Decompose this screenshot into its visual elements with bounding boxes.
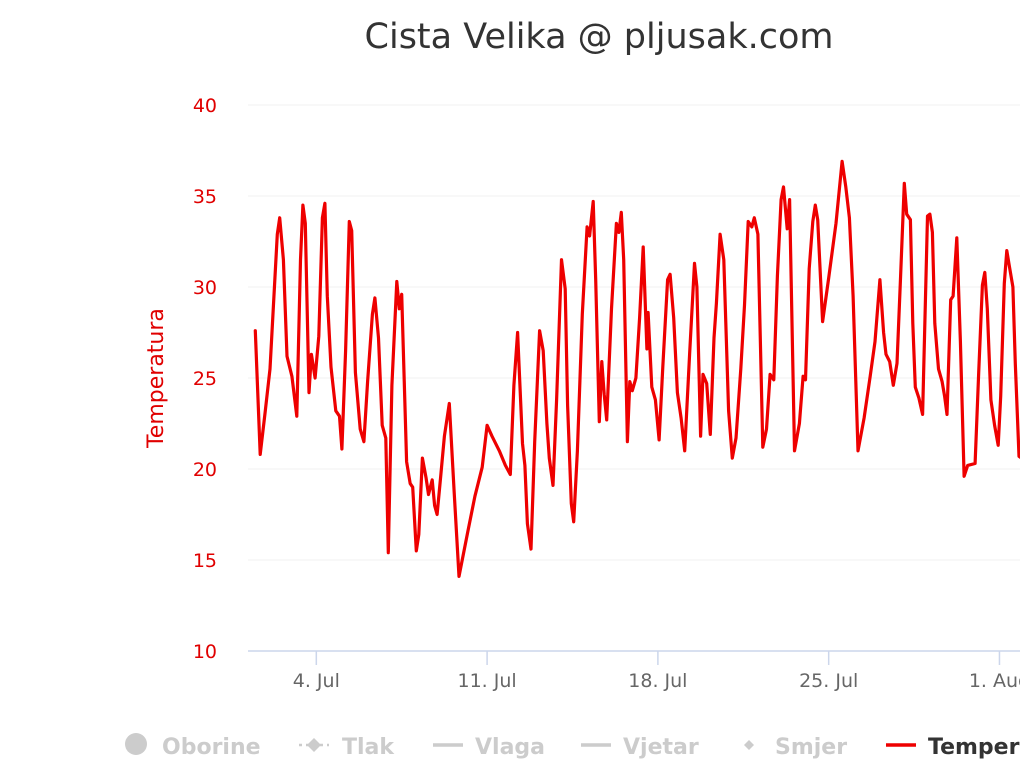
chart-title: Cista Velika @ pljusak.com (365, 17, 834, 57)
x-tick-label: 25. Jul (799, 670, 858, 692)
y-tick-label: 30 (193, 277, 217, 299)
y-axis-title: Temperatura (144, 308, 169, 449)
legend-label: Smjer (775, 735, 847, 760)
y-tick-label: 10 (193, 641, 217, 663)
legend-label: Vlaga (475, 735, 545, 760)
x-tick-label: 11. Jul (458, 670, 517, 692)
legend-label: Vjetar (623, 735, 699, 760)
y-tick-label: 35 (193, 186, 217, 208)
y-axis-ticks: 10 15 20 25 30 35 40 (193, 95, 217, 663)
series-line-temperatura[interactable] (253, 159, 1020, 578)
legend-item-vlaga[interactable]: Vlaga (433, 735, 545, 760)
x-tick-label: 1. Aug (969, 670, 1020, 692)
x-tick-label: 18. Jul (628, 670, 687, 692)
y-tick-label: 25 (193, 368, 217, 390)
legend-diamond-icon (307, 738, 321, 752)
y-tick-label: 40 (193, 95, 217, 117)
legend: Oborine Tlak Vlaga Vjetar Smjer Temperatura (125, 733, 1020, 760)
legend-label: Tlak (342, 735, 395, 760)
legend-item-vjetar[interactable]: Vjetar (581, 735, 699, 760)
legend-label: Temperatura (928, 735, 1020, 760)
y-tick-label: 15 (193, 550, 217, 572)
series-group[interactable] (253, 159, 1020, 578)
legend-item-oborine[interactable]: Oborine (125, 733, 261, 760)
legend-item-smjer[interactable]: Smjer (744, 735, 847, 760)
grid-lines (248, 104, 1020, 561)
x-tick-label: 4. Jul (293, 670, 340, 692)
legend-diamond-icon (744, 740, 754, 750)
legend-label: Oborine (162, 735, 261, 760)
legend-circle-icon (125, 733, 147, 755)
y-tick-label: 20 (193, 459, 217, 481)
legend-item-tlak[interactable]: Tlak (299, 735, 395, 760)
legend-item-temperatura[interactable]: Temperatura (886, 735, 1020, 760)
x-axis: 4. Jul 11. Jul 18. Jul 25. Jul 1. Aug (248, 650, 1020, 692)
